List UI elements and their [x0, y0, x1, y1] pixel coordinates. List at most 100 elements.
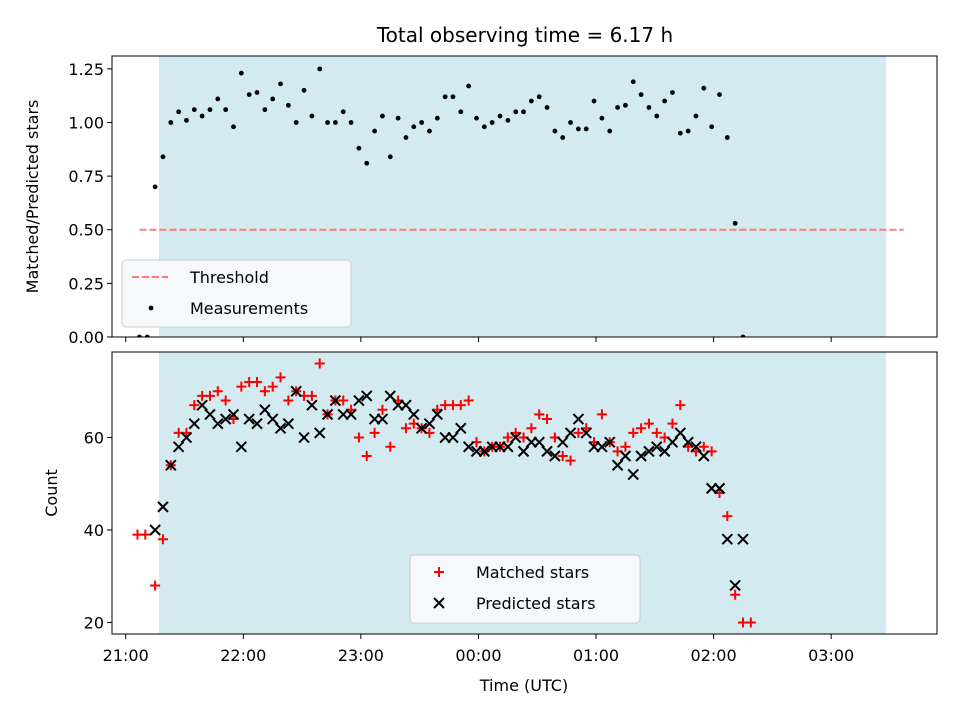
y-axis-label: Matched/Predicted stars	[23, 100, 42, 294]
legend-box	[409, 554, 641, 624]
matched-point	[204, 390, 215, 401]
measurement-point	[662, 98, 668, 104]
matched-point	[526, 423, 537, 434]
x-tick-label: 23:00	[338, 646, 384, 665]
predicted-point	[674, 427, 686, 439]
y-tick-label: 60	[84, 429, 104, 448]
predicted-point	[643, 445, 655, 458]
measurement-point	[309, 113, 315, 119]
legend: Matched stars Predicted stars	[409, 554, 641, 624]
measurement-point	[137, 334, 142, 337]
predicted-point	[455, 422, 467, 434]
matched-point	[502, 432, 513, 443]
measurement-point	[481, 124, 487, 130]
measurement-point	[325, 120, 330, 125]
measurement-point	[332, 120, 338, 125]
measurement-point	[419, 120, 425, 125]
matched-point	[361, 451, 372, 462]
matched-point	[534, 409, 545, 420]
x-tick-label: 22:00	[220, 646, 266, 665]
legend: Threshold Measurements	[121, 259, 352, 328]
matched-point	[140, 529, 151, 540]
predicted-point	[478, 445, 491, 458]
measurement-point	[560, 135, 566, 140]
measurement-point	[677, 130, 683, 136]
predicted-point	[345, 408, 357, 421]
matched-point	[252, 377, 263, 388]
measurement-point	[246, 92, 252, 98]
measurement-point	[152, 184, 158, 190]
predicted-point	[149, 524, 161, 536]
predicted-point	[204, 408, 216, 421]
predicted-point	[658, 445, 671, 458]
measurement-point	[411, 124, 417, 130]
y-tick-label: 0.25	[68, 274, 104, 293]
predicted-point	[611, 459, 624, 471]
measurement-point	[356, 145, 362, 151]
predicted-point	[219, 413, 232, 425]
y-tick-label: 1.00	[68, 113, 104, 132]
predicted-point	[235, 441, 248, 453]
predicted-point	[282, 417, 295, 430]
matched-point	[400, 423, 411, 434]
legend-measurement-label: Measurements	[190, 299, 308, 318]
predicted-point	[549, 450, 561, 462]
predicted-point	[564, 427, 577, 439]
predicted-point	[165, 459, 177, 471]
predicted-point	[557, 436, 569, 448]
measurement-point	[575, 126, 581, 132]
measurement-point	[199, 113, 205, 119]
matched-point	[628, 427, 639, 438]
matched-point	[651, 427, 662, 438]
measurement-point	[685, 128, 691, 134]
measurement-point	[638, 92, 644, 98]
legend-measurement-swatch	[148, 305, 154, 311]
predicted-point	[361, 390, 373, 402]
predicted-point	[376, 413, 389, 425]
predicted-point	[627, 468, 639, 481]
matched-point	[557, 451, 568, 462]
predicted-point	[227, 408, 240, 421]
matched-point	[338, 395, 349, 406]
measurement-point	[615, 105, 620, 110]
y-tick-label: 0.50	[68, 221, 104, 240]
x-tick-label: 21:00	[103, 646, 149, 665]
measurement-point	[709, 124, 715, 130]
matched-point	[283, 395, 294, 406]
y-tick-label: 0.00	[68, 328, 104, 347]
predicted-point	[408, 408, 420, 421]
predicted-point	[423, 417, 436, 430]
predicted-point	[651, 441, 663, 453]
predicted-point	[251, 417, 263, 430]
matched-point	[636, 423, 647, 434]
matched-point	[596, 409, 607, 420]
y-tick-label: 20	[84, 613, 104, 632]
measurement-point	[505, 117, 511, 123]
measurement-point	[403, 135, 409, 140]
measurement-point	[238, 70, 244, 76]
predicted-point	[541, 445, 553, 458]
measurement-point	[544, 105, 550, 110]
matched-point	[189, 400, 200, 411]
measurement-point	[623, 102, 628, 108]
measurement-point	[693, 113, 699, 119]
measurement-point	[568, 120, 573, 125]
measurement-point	[340, 109, 346, 115]
measurement-point	[591, 98, 597, 104]
measurement-point	[513, 109, 519, 115]
predicted-point	[690, 441, 702, 453]
legend-box	[121, 259, 352, 328]
predicted-point	[447, 431, 459, 444]
measurement-point	[215, 96, 221, 102]
matched-point	[220, 395, 231, 406]
y-tick-label: 40	[84, 521, 104, 540]
plot-area	[132, 358, 756, 628]
measurement-point	[552, 128, 558, 134]
predicted-point	[243, 413, 255, 425]
predicted-point	[314, 427, 326, 439]
measurement-point	[670, 90, 675, 95]
matched-point	[236, 381, 247, 392]
predicted-point	[400, 399, 412, 411]
predicted-point	[321, 408, 334, 421]
